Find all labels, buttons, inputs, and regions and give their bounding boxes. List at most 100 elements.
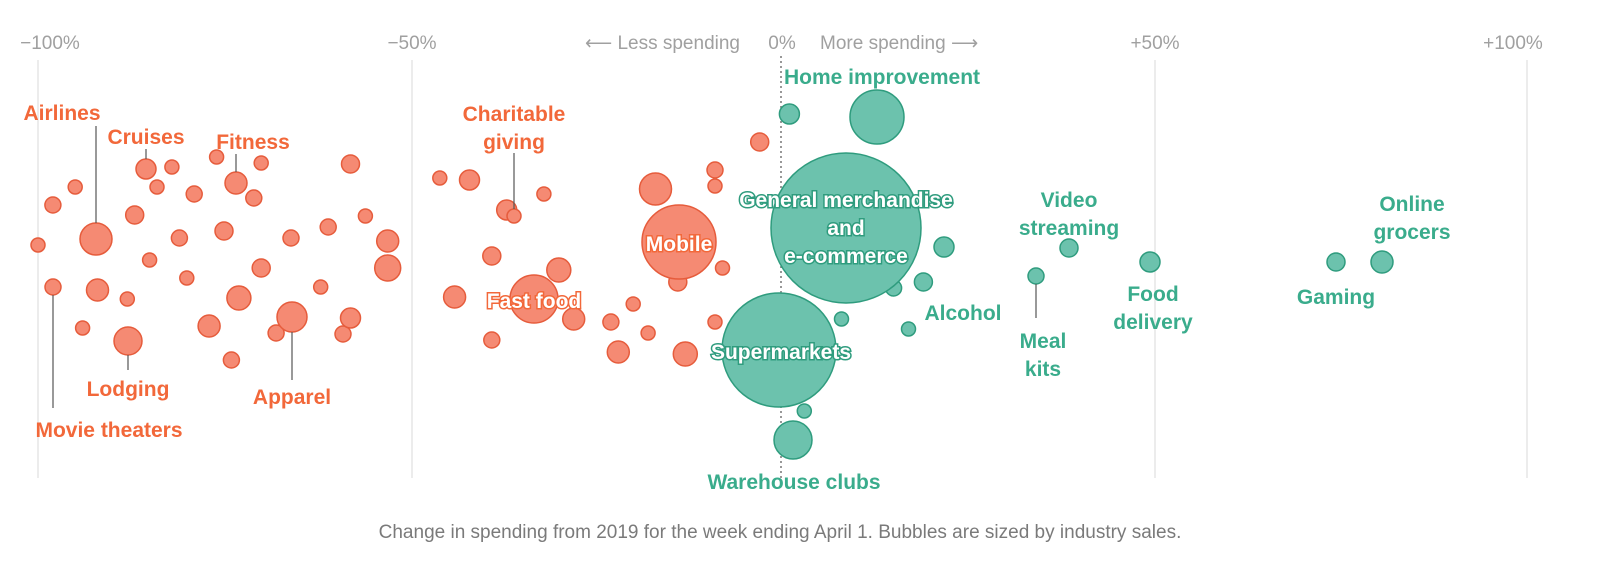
bubble-42: [606, 340, 631, 364]
tick-label-minus-50: −50%: [387, 33, 436, 54]
bubble-video-streaming: [1059, 238, 1079, 258]
bubble-43: [625, 296, 641, 312]
bubble-32: [432, 170, 448, 186]
bubble-8: [141, 252, 158, 268]
bubble-18: [226, 285, 252, 311]
bubble-56: [913, 272, 934, 292]
bubble-1: [44, 196, 62, 214]
bubble-34: [458, 169, 481, 191]
bubble-24: [312, 279, 329, 295]
bubble-12: [179, 270, 195, 286]
bubble-5: [85, 278, 110, 302]
bubble-23: [282, 229, 300, 247]
label-warehouse-clubs: Warehouse clubs: [707, 471, 880, 494]
bubble-22: [267, 324, 285, 342]
bubble-alcohol: [933, 236, 955, 258]
bubble-movie-theaters: [44, 278, 62, 296]
bubble-17: [222, 351, 241, 369]
bubble-53: [778, 103, 801, 125]
bubble-31: [375, 229, 400, 253]
bubble-charitable-giving: [506, 208, 522, 224]
bubble-40: [561, 307, 586, 331]
bubble-10: [164, 159, 180, 175]
label-fast-food: Fast food: [487, 290, 582, 313]
bubble-6: [119, 291, 136, 307]
labeled-bubbles: [44, 89, 1394, 460]
bubble-apparel: [276, 301, 308, 333]
bubble-27: [339, 307, 362, 329]
bubble-16: [214, 221, 234, 241]
label-lodging: Lodging: [87, 378, 170, 401]
bubble-50: [707, 178, 723, 194]
bubble-mobile: [641, 204, 717, 280]
label-home-improvement: Home improvement: [784, 66, 980, 89]
bubble-51: [714, 260, 731, 276]
label-cruises: Cruises: [107, 126, 184, 149]
label-alcohol: Alcohol: [925, 302, 1002, 325]
tick-label-zero: 0%: [768, 33, 796, 54]
tick-label-plus-50: +50%: [1130, 33, 1179, 54]
label-video-streaming: Video streaming: [1019, 189, 1119, 240]
bubble-48: [706, 161, 724, 179]
bubble-fast-food: [509, 274, 559, 324]
bubble-57: [900, 321, 917, 337]
bubble-19: [245, 189, 263, 207]
chart-caption: Change in spending from 2019 for the wee…: [379, 522, 1182, 543]
bubble-11: [170, 229, 189, 247]
bubble-fitness: [224, 171, 248, 195]
bubble-21: [251, 258, 271, 278]
label-supermarkets: Supermarkets: [711, 341, 851, 364]
bubble-14: [197, 314, 221, 338]
bubble-36: [483, 331, 501, 349]
label-food-delivery: Food delivery: [1113, 283, 1193, 334]
label-general-merchandise: General merchandise and e-commerce: [739, 189, 953, 268]
label-gaming: Gaming: [1297, 286, 1375, 309]
unlabeled-bubbles: [30, 103, 934, 419]
label-apparel: Apparel: [253, 386, 331, 409]
bubble-39: [546, 257, 572, 283]
bubble-13: [185, 185, 203, 203]
tick-label-plus-100: +100%: [1483, 33, 1543, 54]
bubble-general-merchandise: [770, 152, 922, 304]
bubble-3: [67, 179, 83, 195]
more-spending-label: More spending ⟶: [820, 33, 978, 54]
bubble-cruises: [135, 158, 157, 180]
bubble-26: [334, 325, 352, 343]
bubble-49: [707, 314, 723, 330]
bubble-2: [30, 237, 46, 253]
bubble-28: [340, 154, 361, 174]
label-meal-kits: Meal kits: [1020, 330, 1067, 381]
label-online-grocers: Online grocers: [1373, 193, 1450, 244]
bubble-55: [833, 311, 850, 327]
bubble-airlines: [79, 222, 113, 256]
bubble-supermarkets: [721, 292, 837, 408]
increase-labels: Home improvement Warehouse clubs Alcohol…: [707, 66, 1450, 494]
bubble-54: [796, 403, 813, 419]
bubble-20: [253, 155, 269, 171]
bubble-gaming: [1326, 252, 1346, 272]
bubble-35: [482, 246, 502, 266]
bubble-4: [74, 320, 91, 336]
label-charitable-giving: Charitable giving: [463, 103, 566, 154]
bubble-15: [208, 149, 225, 165]
bubble-warehouse-clubs: [773, 420, 813, 460]
less-spending-label: ⟵ Less spending: [585, 33, 740, 54]
leader-lines: [52, 126, 1037, 408]
tick-label-minus-100: −100%: [20, 33, 80, 54]
label-fitness: Fitness: [216, 131, 290, 154]
bubble-lodging: [113, 326, 143, 356]
bubble-47: [672, 341, 699, 367]
bubble-38: [536, 186, 552, 202]
bubble-7: [124, 205, 145, 225]
bubble-29: [357, 208, 374, 224]
decrease-labels: Airlines Cruises Fitness Lodging Apparel…: [23, 102, 565, 442]
bubble-52: [749, 132, 770, 152]
bubble-30: [373, 254, 402, 282]
bubble-41: [602, 313, 620, 331]
bubble-home-improvement: [849, 89, 905, 145]
label-mobile: Mobile: [646, 233, 713, 256]
bubble-9: [149, 179, 165, 195]
bubble-33: [442, 285, 467, 309]
label-airlines: Airlines: [23, 102, 100, 125]
